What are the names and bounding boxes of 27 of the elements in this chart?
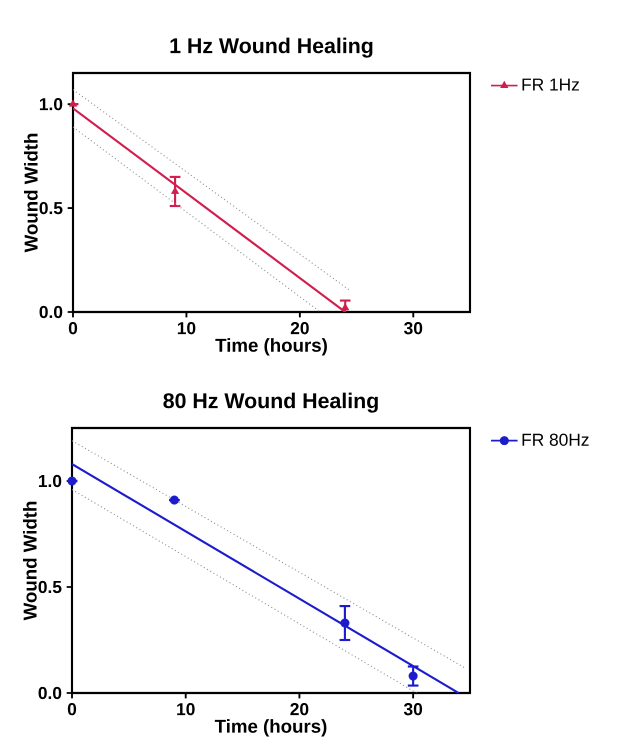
x-tick-label: 10	[177, 703, 195, 716]
x-tick-label: 20	[290, 322, 309, 334]
legend-label: FR 80Hz	[522, 434, 589, 446]
chart-title: 80 Hz Wound Healing	[163, 392, 378, 413]
point	[69, 100, 77, 107]
legend-label: FR 1Hz	[522, 78, 579, 91]
x-tick-label: 30	[404, 322, 422, 334]
x-tick-label: 30	[404, 703, 422, 716]
x-axis-title: Time (hours)	[215, 338, 327, 356]
point	[340, 618, 350, 628]
y-tick-label: 0.5	[38, 580, 62, 594]
y-tick-label: 1.0	[38, 474, 62, 488]
y-axis-title: Wound Width	[22, 502, 37, 620]
y-tick-label: 0.0	[40, 306, 62, 318]
y-tick-label: 0.5	[40, 202, 62, 214]
x-tick-label: 10	[178, 322, 196, 334]
x-tick-label: 0	[68, 703, 76, 716]
point	[67, 476, 77, 486]
point	[408, 672, 418, 681]
y-axis-title: Wound Width	[24, 134, 38, 252]
x-axis-title: Time (hours)	[214, 719, 326, 737]
x-tick-label: 0	[68, 322, 78, 334]
y-tick-label: 1.0	[40, 98, 62, 110]
y-tick-label: 0.0	[38, 686, 62, 700]
point	[170, 496, 179, 505]
chart-title: 1 Hz Wound Healing	[170, 38, 372, 58]
x-tick-label: 20	[290, 703, 308, 716]
